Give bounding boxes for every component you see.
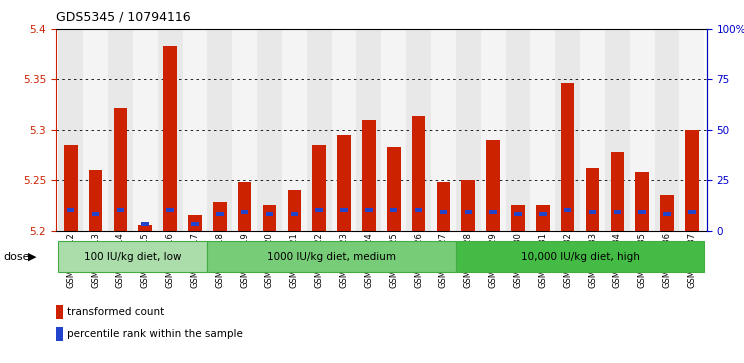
Bar <box>56 327 63 341</box>
Bar <box>191 223 199 227</box>
Bar <box>456 29 481 231</box>
Bar <box>530 29 555 231</box>
Bar <box>664 212 671 216</box>
Bar <box>266 212 273 216</box>
Bar <box>536 205 550 231</box>
Bar <box>163 46 177 231</box>
Bar <box>629 29 655 231</box>
Bar <box>415 208 423 212</box>
Bar <box>216 212 223 216</box>
Bar <box>232 29 257 231</box>
Text: 1000 IU/kg diet, medium: 1000 IU/kg diet, medium <box>267 252 396 262</box>
Bar <box>89 170 103 231</box>
Bar <box>312 145 326 231</box>
Bar <box>58 29 83 231</box>
Bar <box>611 152 624 231</box>
Bar <box>487 140 500 231</box>
Bar <box>108 29 133 231</box>
Bar <box>605 29 629 231</box>
Bar <box>688 211 696 215</box>
Bar <box>141 223 149 227</box>
Bar <box>679 29 705 231</box>
Bar <box>365 208 373 212</box>
Bar <box>238 182 251 231</box>
Bar <box>337 135 351 231</box>
Bar <box>635 172 649 231</box>
Bar <box>382 29 406 231</box>
Bar <box>660 195 674 231</box>
Bar <box>586 168 600 231</box>
Bar <box>67 208 74 212</box>
FancyBboxPatch shape <box>456 241 705 272</box>
Bar <box>490 211 497 215</box>
Bar <box>614 211 621 215</box>
FancyBboxPatch shape <box>58 241 208 272</box>
Text: transformed count: transformed count <box>67 307 164 317</box>
Bar <box>356 29 382 231</box>
Bar <box>117 208 124 212</box>
Bar <box>282 29 307 231</box>
Bar <box>307 29 332 231</box>
Bar <box>208 29 232 231</box>
Bar <box>92 212 99 216</box>
Bar <box>64 145 77 231</box>
Bar <box>362 120 376 231</box>
Bar <box>561 83 574 231</box>
Text: dose: dose <box>4 252 31 262</box>
Bar <box>387 147 400 231</box>
Bar <box>589 211 596 215</box>
Bar <box>481 29 505 231</box>
Bar <box>158 29 182 231</box>
Bar <box>685 130 699 231</box>
Bar <box>406 29 431 231</box>
Bar <box>431 29 456 231</box>
Bar <box>263 205 276 231</box>
Text: ▶: ▶ <box>28 252 36 262</box>
Bar <box>514 212 522 216</box>
Bar <box>167 208 174 212</box>
Bar <box>440 211 447 215</box>
Bar <box>315 208 323 212</box>
Bar <box>655 29 679 231</box>
Bar <box>291 212 298 216</box>
Bar <box>133 29 158 231</box>
Bar <box>332 29 356 231</box>
Bar <box>340 208 347 212</box>
Bar <box>464 211 472 215</box>
Bar <box>461 180 475 231</box>
Bar <box>83 29 108 231</box>
Bar <box>182 29 208 231</box>
Bar <box>257 29 282 231</box>
Bar <box>539 212 547 216</box>
Text: GDS5345 / 10794116: GDS5345 / 10794116 <box>56 11 190 24</box>
Bar <box>287 190 301 231</box>
Bar <box>511 205 525 231</box>
Bar <box>138 225 152 231</box>
Text: 10,000 IU/kg diet, high: 10,000 IU/kg diet, high <box>521 252 640 262</box>
FancyBboxPatch shape <box>208 241 456 272</box>
Bar <box>580 29 605 231</box>
Bar <box>638 211 646 215</box>
Bar <box>555 29 580 231</box>
Bar <box>437 182 450 231</box>
Text: 100 IU/kg diet, low: 100 IU/kg diet, low <box>84 252 182 262</box>
Bar <box>56 305 63 319</box>
Bar <box>241 211 248 215</box>
Bar <box>505 29 530 231</box>
Text: percentile rank within the sample: percentile rank within the sample <box>67 329 243 339</box>
Bar <box>411 116 426 231</box>
Bar <box>564 208 571 212</box>
Bar <box>213 202 227 231</box>
Bar <box>390 208 397 212</box>
Bar <box>114 107 127 231</box>
Bar <box>188 215 202 231</box>
